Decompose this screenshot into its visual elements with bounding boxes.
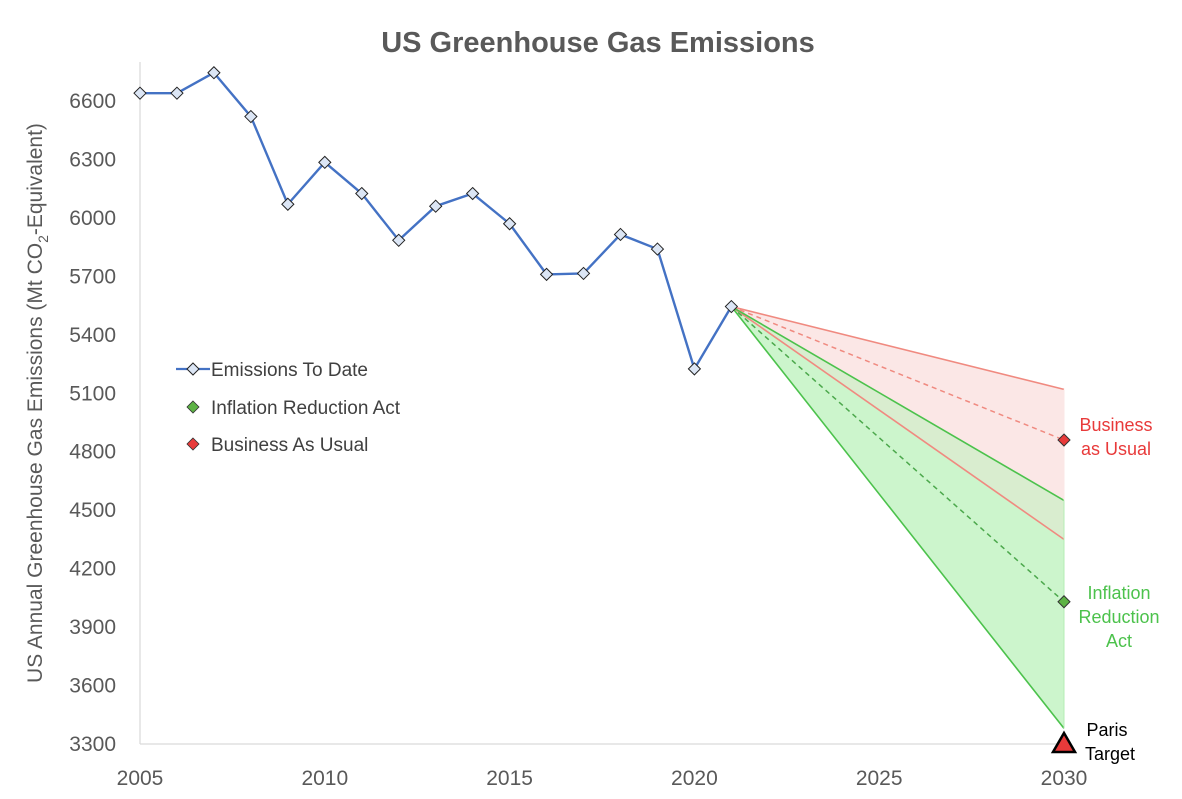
emissions-point xyxy=(207,66,221,80)
emissions-point xyxy=(428,199,443,213)
y-tick-label: 4500 xyxy=(69,499,116,522)
bau-upper-line xyxy=(731,305,1065,391)
emissions-point xyxy=(133,86,147,100)
x-tick-label: 2025 xyxy=(856,767,903,790)
chart-title: US Greenhouse Gas Emissions xyxy=(381,27,815,59)
y-axis-label-subscript: 2 xyxy=(35,235,51,243)
bau-annotation-line1: Business xyxy=(1079,415,1152,435)
x-ticks: 2005 2010 2015 2020 2025 2030 xyxy=(117,767,1088,790)
emissions-point xyxy=(355,186,369,201)
paris-target-marker xyxy=(1050,730,1078,754)
y-tick-label: 3300 xyxy=(69,733,116,756)
y-tick-label: 5100 xyxy=(69,382,116,405)
y-tick-label: 6000 xyxy=(69,207,116,230)
paris-label-line1: Paris xyxy=(1086,720,1127,740)
legend-label-ira: Inflation Reduction Act xyxy=(211,398,401,419)
emissions-history-series xyxy=(133,66,739,376)
legend: Emissions To Date Inflation Reduction Ac… xyxy=(176,360,401,456)
legend-diamond-emissions xyxy=(186,362,200,376)
y-ticks: 3300 3600 3900 4200 4500 4800 5100 5400 5700 6000… xyxy=(69,90,116,756)
y-tick-label: 6300 xyxy=(69,148,116,171)
legend-entry-bau: Business As Usual xyxy=(186,435,368,456)
bau-annotation-line2: as Usual xyxy=(1081,439,1151,459)
x-tick-label: 2015 xyxy=(486,767,533,790)
y-tick-label: 3600 xyxy=(69,675,116,698)
emissions-point xyxy=(244,109,258,124)
annotations: Business as Usual Inflation Reduction Ac… xyxy=(1078,415,1159,764)
legend-diamond-bau xyxy=(186,437,200,451)
emissions-point xyxy=(281,197,295,211)
y-tick-label: 4800 xyxy=(69,441,116,464)
bau-lower-line xyxy=(730,305,1065,541)
legend-entry-ira: Inflation Reduction Act xyxy=(186,398,401,419)
emissions-point xyxy=(576,266,591,281)
x-tick-label: 2030 xyxy=(1041,767,1088,790)
emissions-point xyxy=(613,227,628,242)
legend-label-bau: Business As Usual xyxy=(211,435,368,456)
ira-upper-line xyxy=(730,305,1065,502)
x-tick-label: 2020 xyxy=(671,767,718,790)
emissions-point xyxy=(318,155,332,170)
projection-bands xyxy=(730,305,1078,754)
legend-diamond-ira xyxy=(186,400,200,414)
emissions-point xyxy=(170,86,184,100)
ira-2030-point xyxy=(1057,595,1071,609)
ira-annotation-line2: Reduction xyxy=(1078,607,1159,627)
emissions-history-line xyxy=(140,71,733,371)
bau-projection-line xyxy=(731,305,1065,441)
ira-projection-line xyxy=(730,305,1065,603)
emissions-point xyxy=(502,217,517,231)
emissions-point xyxy=(724,299,739,314)
x-tick-label: 2005 xyxy=(117,767,164,790)
paris-label-line2: Target xyxy=(1085,744,1135,764)
ira-annotation-line1: Inflation xyxy=(1087,583,1150,603)
y-tick-label: 4200 xyxy=(69,558,116,581)
ira-annotation-line3: Act xyxy=(1106,631,1132,651)
legend-entry-emissions-to-date: Emissions To Date xyxy=(176,360,368,381)
y-axis-label-main: US Annual Greenhouse Gas Emissions (Mt C… xyxy=(24,243,47,683)
emissions-point xyxy=(650,242,665,256)
y-tick-label: 5400 xyxy=(69,324,116,347)
y-axis-label-tail: -Equivalent) xyxy=(24,123,47,235)
x-tick-label: 2010 xyxy=(301,767,348,790)
legend-label-emissions: Emissions To Date xyxy=(211,360,368,381)
y-axis-label: US Annual Greenhouse Gas Emissions (Mt C… xyxy=(24,123,51,683)
bau-2030-point xyxy=(1057,433,1071,447)
y-tick-label: 3900 xyxy=(69,616,116,639)
y-tick-label: 5700 xyxy=(69,265,116,288)
emissions-point xyxy=(392,233,406,248)
y-tick-label: 6600 xyxy=(69,90,116,113)
emissions-point xyxy=(465,186,480,201)
ira-lower-line xyxy=(730,306,1065,729)
emissions-point xyxy=(539,267,554,282)
emissions-point xyxy=(687,362,702,376)
